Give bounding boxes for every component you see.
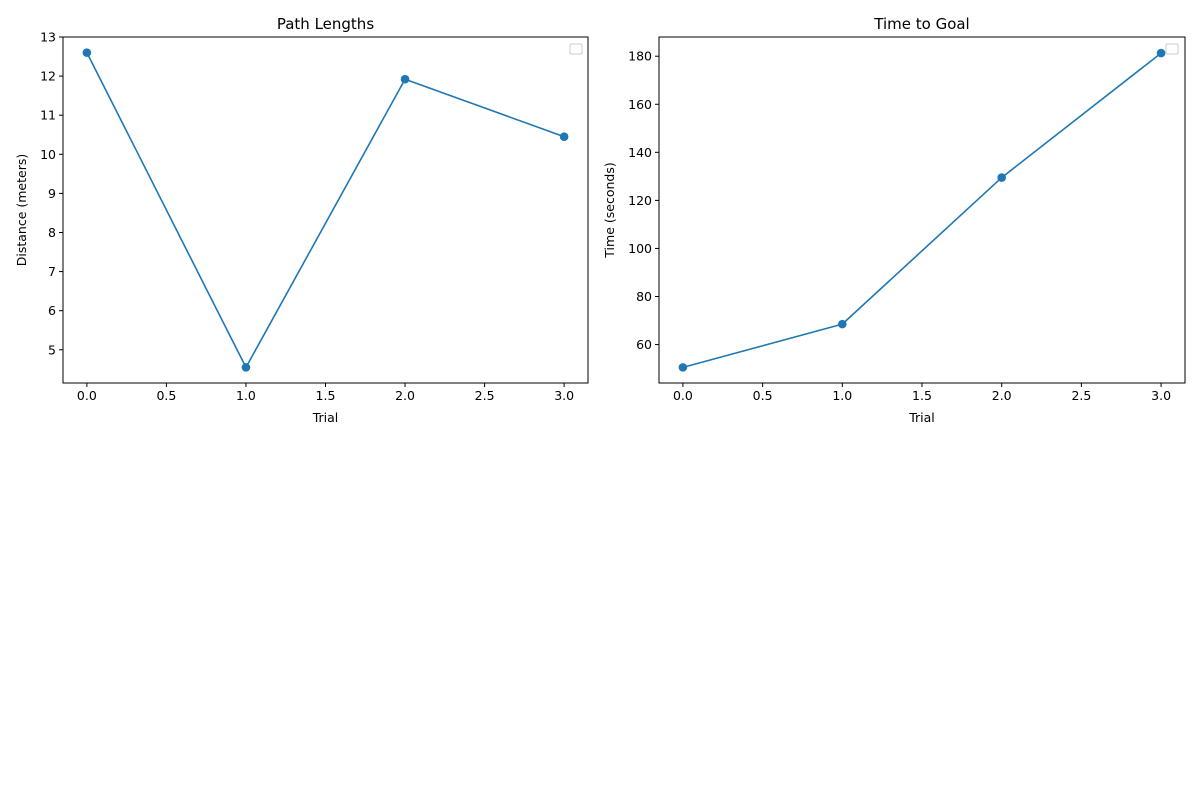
x-axis-label: Trial [312, 410, 339, 425]
chart-title: Path Lengths [277, 15, 374, 33]
y-tick-label: 5 [48, 342, 56, 357]
data-point [241, 363, 251, 372]
y-tick-label: 80 [636, 289, 652, 304]
y-tick-label: 120 [628, 193, 652, 208]
series-line [86, 52, 565, 369]
data-point [997, 173, 1006, 182]
data-point [559, 132, 569, 141]
chart-title: Time to Goal [873, 15, 969, 33]
y-tick-label: 180 [628, 49, 652, 64]
x-tick-label: 0.0 [673, 388, 693, 403]
ticks-group: 0.0 0.5 1.0 1.5 2.0 2.5 3.0 60 80 100 120 140 160 180 [628, 49, 1171, 403]
y-tick-label: 140 [628, 145, 652, 160]
y-axis-label: Distance (meters) [14, 154, 29, 267]
y-tick-label: 12 [40, 69, 56, 84]
data-point [400, 74, 410, 84]
y-tick-label: 10 [40, 147, 56, 162]
ticks-group: 0.0 0.5 1.0 1.5 2.0 2.5 3.0 5 6 7 8 9 10 11 12 13 [40, 30, 574, 404]
x-axis-label: Trial [908, 410, 935, 425]
x-tick-label: 3.0 [1151, 388, 1171, 403]
x-tick-label: 0.0 [77, 388, 97, 403]
x-tick-label: 0.5 [156, 388, 176, 403]
plot-area [62, 36, 589, 384]
x-tick-label: 2.0 [395, 388, 415, 403]
legend-box [569, 43, 583, 55]
series-line [682, 52, 1162, 369]
legend-box [1165, 43, 1179, 55]
x-tick-label: 3.0 [554, 388, 574, 403]
y-tick-label: 6 [48, 303, 56, 318]
y-axis-label: Time (seconds) [602, 162, 617, 258]
chart-path-lengths: Path Lengths Trial Distance (meters) 0.0… [14, 15, 589, 425]
data-point [1156, 48, 1166, 58]
x-tick-label: 1.0 [236, 388, 256, 403]
x-tick-label: 2.0 [992, 388, 1012, 403]
x-tick-label: 1.5 [912, 388, 932, 403]
y-tick-label: 7 [48, 264, 56, 279]
marks-group [678, 48, 1166, 372]
x-tick-label: 0.5 [753, 388, 773, 403]
data-point [82, 48, 92, 57]
y-tick-label: 60 [636, 337, 652, 352]
x-tick-label: 1.0 [832, 388, 852, 403]
y-tick-label: 9 [48, 186, 56, 201]
y-tick-label: 13 [40, 30, 56, 45]
marks-group [82, 48, 569, 372]
x-tick-label: 2.5 [475, 388, 495, 403]
plot-area [658, 36, 1186, 384]
y-tick-label: 100 [628, 241, 652, 256]
chart-time-to-goal: Time to Goal Trial Time (seconds) 0.0 0.5… [602, 15, 1186, 425]
data-point [838, 319, 847, 329]
x-tick-label: 2.5 [1071, 388, 1091, 403]
data-point [678, 363, 688, 372]
x-tick-label: 1.5 [316, 388, 336, 403]
y-tick-label: 11 [40, 108, 56, 123]
y-tick-label: 8 [48, 225, 56, 240]
y-tick-label: 160 [628, 97, 652, 112]
